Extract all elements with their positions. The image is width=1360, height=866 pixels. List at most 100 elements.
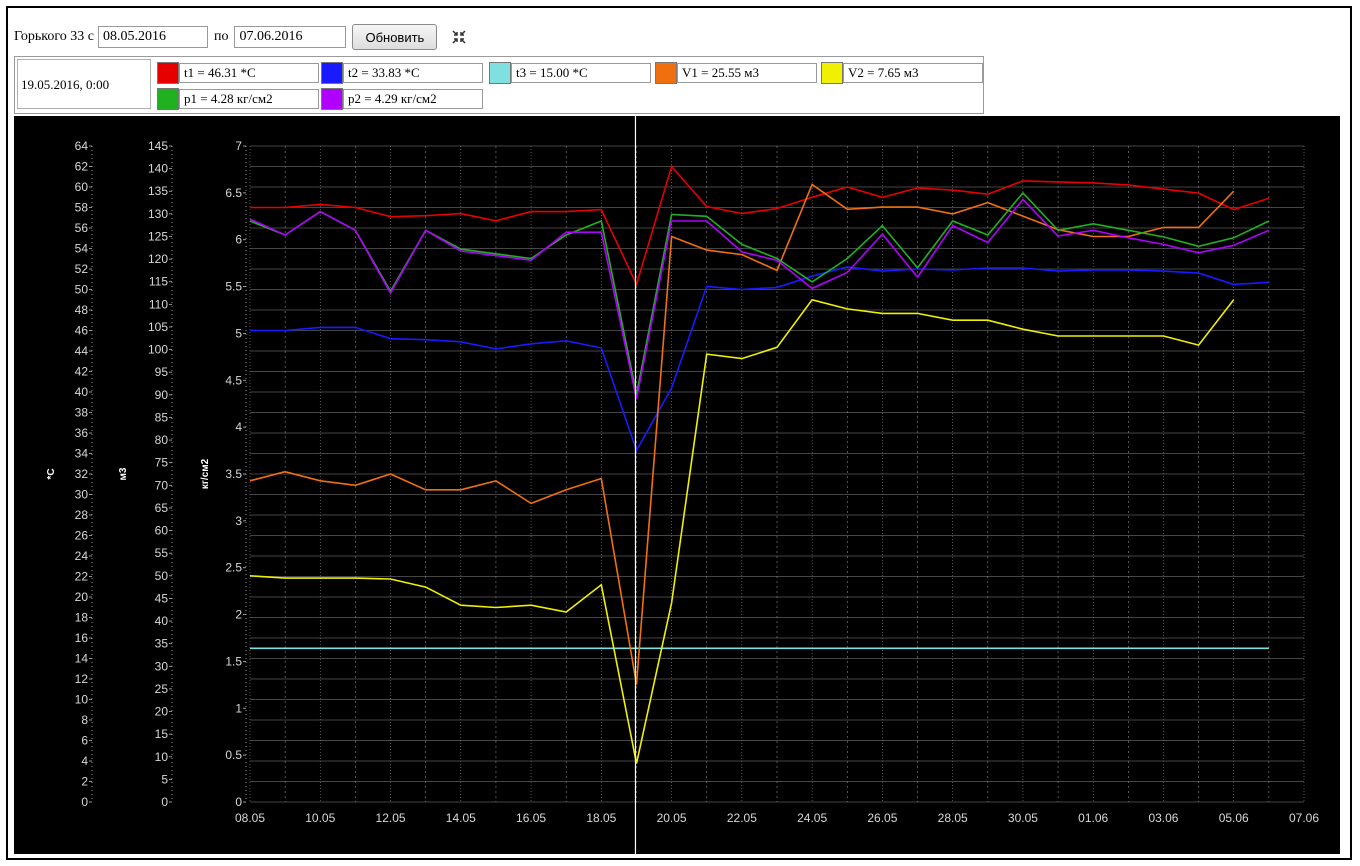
y-tick-label: 22 [75, 570, 89, 584]
x-tick-label: 20.05 [657, 811, 687, 825]
y-tick-label: 38 [75, 406, 89, 420]
y-tick-label: 45 [155, 591, 169, 605]
y-tick-label: 28 [75, 508, 89, 522]
legend-item-p1[interactable]: p1 = 4.28 кг/см2 [157, 87, 319, 111]
y-tick-label: 125 [148, 229, 168, 243]
legend-item-v2[interactable]: V2 = 7.65 м3 [821, 61, 983, 85]
y-tick-label: 4 [235, 420, 242, 434]
y-tick-label: 110 [149, 297, 168, 311]
y-axis-label: *C [46, 468, 57, 479]
date-from-input[interactable]: 08.05.2016 [97, 26, 208, 48]
y-tick-label: 0 [235, 795, 242, 809]
y-tick-label: 55 [155, 546, 169, 560]
to-label: по [213, 29, 229, 44]
legend-label: p2 = 4.29 кг/см2 [343, 89, 483, 109]
legend-label: V1 = 25.55 м3 [677, 63, 817, 83]
chart-area[interactable]: 08.05 10.05 12.05 14.05 16.05 18.05 20.05 22.05… [14, 116, 1340, 854]
refresh-button[interactable]: Обновить [352, 24, 438, 50]
x-tick-label: 01.06 [1078, 811, 1108, 825]
x-tick-label: 30.05 [1008, 811, 1038, 825]
x-tick-label: 10.05 [305, 811, 335, 825]
legend-item-t2[interactable]: t2 = 33.83 *C [321, 61, 483, 85]
legend-label: V2 = 7.65 м3 [843, 63, 983, 83]
legend-swatch [321, 62, 343, 84]
y-tick-label: 140 [148, 162, 168, 176]
legend-label: t2 = 33.83 *C [343, 63, 483, 83]
y-tick-label: 18 [75, 611, 89, 625]
y-tick-label: 1.5 [225, 654, 242, 668]
y-tick-label: 35 [155, 637, 169, 651]
series-line-t2 [250, 266, 1269, 453]
series-line-v2 [249, 298, 1235, 764]
y-tick-label: 12 [75, 672, 89, 686]
y-tick-label: 26 [75, 529, 89, 543]
x-tick-label: 26.05 [867, 811, 897, 825]
legend-swatch [489, 62, 511, 84]
y-tick-label: 20 [155, 705, 169, 719]
y-tick-label: 25 [155, 682, 169, 696]
y-tick-label: 3 [235, 514, 242, 528]
y-tick-label: 14 [75, 652, 89, 666]
y-tick-label: 40 [155, 614, 169, 628]
window-frame [6, 6, 1352, 860]
y-tick-label: 5 [161, 772, 168, 786]
y-tick-label: 115 [149, 275, 168, 289]
y-tick-label: 16 [75, 631, 89, 645]
y-tick-label: 30 [75, 488, 89, 502]
y-tick-label: 90 [155, 388, 169, 402]
legend-item-t1[interactable]: t1 = 46.31 *C [157, 61, 319, 85]
y-tick-label: 8 [81, 713, 88, 727]
y-tick-label: 4.5 [225, 373, 242, 387]
x-tick-label: 28.05 [938, 811, 968, 825]
y-tick-label: 50 [155, 569, 169, 583]
legend-label: t3 = 15.00 *C [511, 63, 651, 83]
y-tick-label: 105 [148, 320, 168, 334]
y-tick-label: 6 [235, 233, 242, 247]
legend-item-p2[interactable]: p2 = 4.29 кг/см2 [321, 87, 483, 111]
y-tick-label: 20 [75, 590, 89, 604]
y-tick-label: 60 [155, 524, 169, 538]
y-tick-label: 135 [148, 184, 168, 198]
date-to-input[interactable]: 07.06.2016 [234, 26, 347, 48]
legend-swatch [821, 62, 843, 84]
series-line-v1 [249, 183, 1235, 685]
cursor-time: 19.05.2016, 0:00 [21, 77, 110, 92]
y-tick-label: 32 [75, 467, 89, 481]
legend-item-v1[interactable]: V1 = 25.55 м3 [655, 61, 817, 85]
series-line-t1 [250, 164, 1270, 287]
y-tick-label: 70 [155, 478, 169, 492]
y-tick-label: 10 [155, 750, 169, 764]
x-tick-label: 24.05 [797, 811, 827, 825]
y-tick-label: 58 [75, 201, 89, 215]
y-tick-label: 0 [81, 795, 88, 809]
y-tick-label: 48 [75, 303, 89, 317]
x-tick-label: 16.05 [516, 811, 546, 825]
y-tick-label: 4 [81, 754, 88, 768]
y-tick-label: 44 [75, 344, 89, 358]
y-tick-label: 62 [75, 160, 89, 174]
y-tick-label: 30 [155, 659, 169, 673]
legend-item-t3[interactable]: t3 = 15.00 *C [489, 61, 651, 85]
y-tick-label: 85 [155, 410, 169, 424]
y-tick-label: 15 [155, 727, 169, 741]
y-tick-label: 0.5 [225, 748, 242, 762]
y-axis-label: кг/см2 [200, 458, 211, 489]
y-tick-label: 54 [75, 242, 89, 256]
x-tick-label: 18.05 [586, 811, 616, 825]
fullscreen-icon[interactable] [451, 29, 467, 45]
legend-swatch [321, 88, 343, 110]
y-tick-label: 5 [235, 326, 242, 340]
chart-svg: 08.05 10.05 12.05 14.05 16.05 18.05 20.05 22.05… [46, 116, 1319, 854]
legend-swatch [157, 62, 179, 84]
y-tick-label: 24 [75, 549, 89, 563]
y-tick-label: 1 [235, 701, 242, 715]
y-tick-label: 6 [81, 734, 88, 748]
y-tick-label: 56 [75, 221, 89, 235]
x-tick-label: 22.05 [727, 811, 757, 825]
y-tick-label: 2 [235, 608, 242, 622]
y-tick-label: 46 [75, 324, 89, 338]
y-tick-label: 0 [161, 795, 168, 809]
y-tick-label: 80 [155, 433, 169, 447]
y-tick-label: 95 [155, 365, 169, 379]
series-line-p2 [249, 198, 1270, 400]
